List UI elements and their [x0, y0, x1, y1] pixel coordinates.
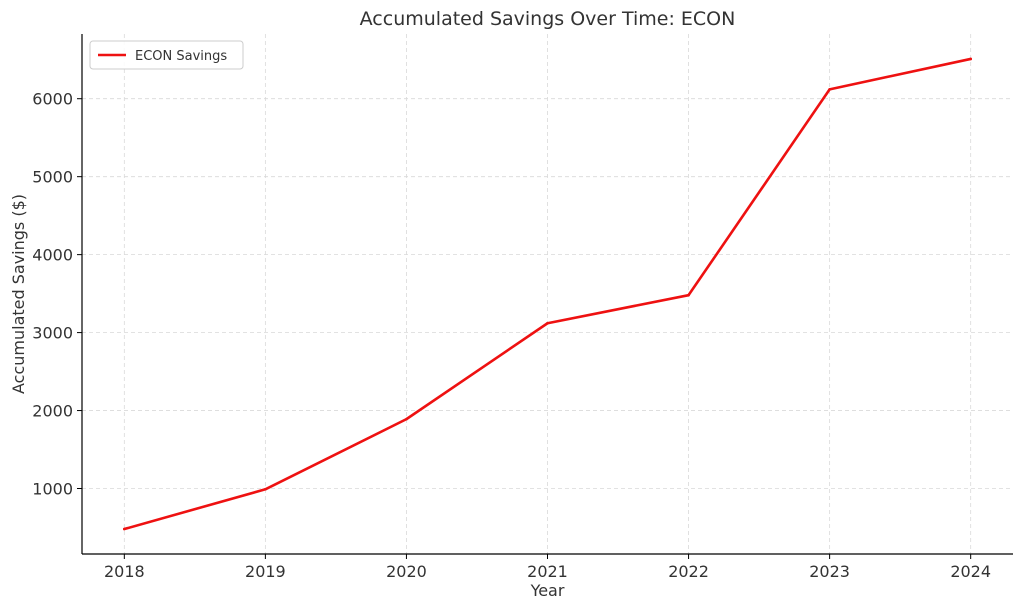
- data-point: [264, 487, 267, 491]
- data-point: [828, 88, 831, 91]
- x-tick-label: 2024: [950, 562, 991, 581]
- y-tick-label: 2000: [32, 402, 73, 421]
- y-tick-label: 5000: [32, 168, 73, 187]
- x-axis-label: Year: [530, 581, 565, 600]
- y-tick-label: 4000: [32, 246, 73, 265]
- x-tick-label: 2022: [668, 562, 709, 581]
- x-tick-label: 2018: [104, 562, 145, 581]
- x-ticks: 2018 2019 2020 2021 2022 2023 2024: [104, 554, 991, 581]
- data-point: [405, 417, 408, 421]
- y-tick-label: 1000: [32, 480, 73, 499]
- data-point: [546, 321, 549, 325]
- data-point: [687, 293, 690, 297]
- legend-box: [89, 40, 244, 70]
- legend-label: ECON Savings: [135, 49, 227, 64]
- y-tick-label: 6000: [32, 90, 73, 109]
- data-point: [969, 57, 972, 61]
- x-tick-label: 2019: [245, 562, 286, 581]
- x-tick-label: 2021: [527, 562, 568, 581]
- y-gridlines: [82, 98, 1013, 489]
- data-point: [123, 527, 126, 531]
- y-axis-label: Accumulated Savings ($): [9, 194, 28, 394]
- legend: ECON Savings: [89, 40, 244, 70]
- x-tick-label: 2023: [809, 562, 850, 581]
- chart-title: Accumulated Savings Over Time: ECON: [360, 8, 736, 30]
- series-layer: [123, 57, 972, 531]
- y-tick-label: 3000: [32, 324, 73, 343]
- x-tick-label: 2020: [386, 562, 427, 581]
- y-ticks: 1000 2000 3000 4000 5000 6000: [32, 90, 82, 499]
